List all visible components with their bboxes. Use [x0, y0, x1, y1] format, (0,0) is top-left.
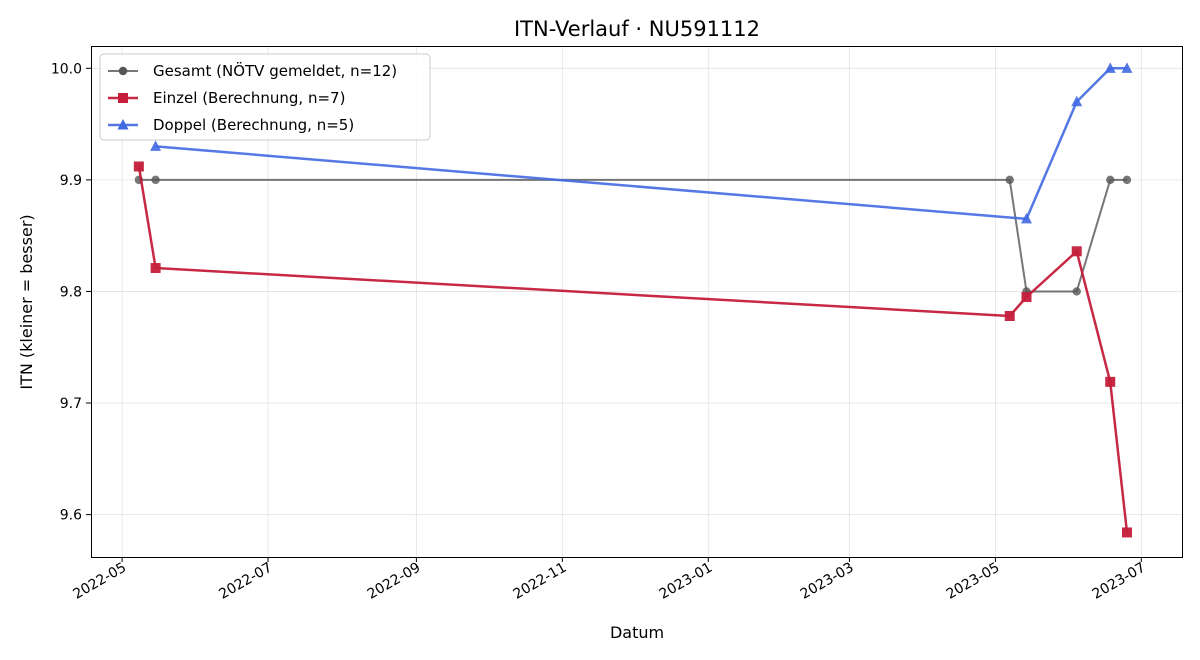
legend-item-2: Einzel (Berechnung, n=7) [108, 89, 345, 107]
x-tick-label: 2023-07 [1090, 560, 1149, 603]
legend: Gesamt (NÖTV gemeldet, n=12) Einzel (Bere… [99, 53, 431, 141]
series-line [137, 166, 1129, 533]
data-point [1106, 175, 1115, 185]
x-tick-label: 2023-05 [944, 560, 1003, 603]
legend-marker [117, 119, 129, 130]
x-tick-label: 2022-07 [216, 560, 275, 603]
series-3 [150, 62, 1133, 224]
y-axis-label: ITN (kleiner = besser) [17, 214, 36, 389]
data-point [150, 140, 162, 151]
legend-label: Gesamt (NÖTV gemeldet, n=12) [153, 61, 397, 80]
y-tick-label: 9.9 [60, 173, 82, 189]
data-point [150, 263, 161, 274]
x-tick-label: 2023-01 [657, 560, 716, 603]
data-point [1122, 175, 1132, 185]
chart-title: ITN-Verlauf · NU591112 [514, 17, 760, 41]
y-tick-label: 9.6 [60, 508, 82, 524]
y-tick-label: 10.0 [51, 61, 82, 77]
y-tick-label: 9.7 [60, 396, 82, 412]
data-point [1121, 527, 1132, 538]
data-point [1004, 311, 1015, 322]
y-tick-label: 9.8 [60, 284, 82, 300]
ticks: 2022-05 2022-07 2022-09 2022-11 2023-01 2023-… [51, 61, 1148, 602]
x-axis-label: Datum [610, 623, 664, 642]
legend-marker [118, 93, 128, 103]
x-tick-label: 2022-11 [511, 560, 570, 603]
legend-item-3: Doppel (Berechnung, n=5) [108, 116, 354, 134]
data-point [1071, 246, 1082, 257]
data-point [1020, 212, 1032, 224]
plot-area-frame [91, 46, 1183, 558]
series-layer [133, 62, 1133, 538]
data-point [1072, 287, 1081, 296]
data-point [151, 175, 160, 185]
series-1 [134, 175, 1132, 296]
data-point [1121, 62, 1133, 73]
legend-box [99, 53, 431, 141]
data-point [133, 161, 144, 172]
data-point [1104, 62, 1116, 73]
legend-item-1: Gesamt (NÖTV gemeldet, n=12) [108, 61, 397, 80]
legend-label: Doppel (Berechnung, n=5) [153, 116, 354, 134]
legend-label: Einzel (Berechnung, n=7) [153, 89, 345, 107]
data-point [1005, 175, 1014, 185]
data-point [1021, 292, 1032, 303]
series-2 [133, 161, 1132, 538]
data-point [1071, 95, 1083, 107]
x-tick-label: 2022-09 [365, 560, 424, 603]
x-tick-label: 2022-05 [70, 560, 129, 603]
data-point [1105, 376, 1116, 387]
x-tick-label: 2023-03 [798, 560, 857, 603]
legend-marker [118, 66, 128, 76]
